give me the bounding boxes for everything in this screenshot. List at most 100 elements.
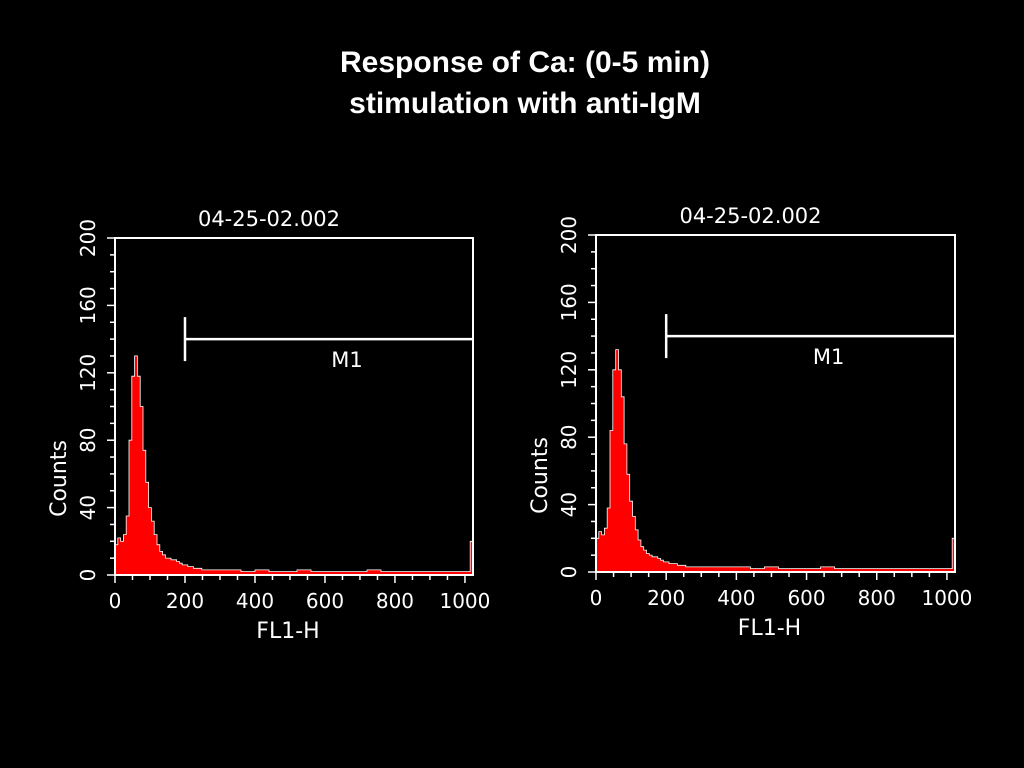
y-tick-label: 0 [76, 569, 100, 582]
histogram-bin [168, 558, 171, 575]
histogram-bin [135, 356, 138, 575]
y-tick-label: 160 [557, 283, 581, 321]
histogram-bin [613, 370, 616, 572]
histogram-bin [121, 541, 124, 575]
histogram-area [114, 355, 474, 576]
histogram-bin [661, 560, 664, 572]
histogram-bin [177, 562, 180, 575]
y-tick-label: 80 [557, 424, 581, 449]
histogram-bin [672, 564, 675, 572]
x-axis-label: FL1-H [738, 616, 801, 641]
histogram-bin [196, 568, 199, 575]
x-tick-label: 600 [306, 589, 344, 613]
histogram-bin [151, 521, 154, 575]
histogram-bin [191, 567, 194, 575]
histogram-bin [680, 565, 683, 572]
plot-frame [595, 234, 956, 573]
histogram-bin [647, 553, 650, 572]
histogram-bin [123, 535, 126, 575]
histogram-bin [610, 430, 613, 572]
x-tick-label: 1000 [439, 589, 490, 613]
histogram-bin [604, 528, 607, 572]
x-tick-label: 200 [647, 586, 685, 610]
histogram-bin [621, 397, 624, 572]
histogram-bin [118, 538, 121, 575]
y-tick-label: 80 [76, 427, 100, 452]
histogram-bin [644, 550, 647, 572]
histogram-bin [129, 440, 132, 575]
histogram-bin [132, 376, 135, 575]
histogram-bin [146, 482, 149, 575]
marker-label: M1 [813, 345, 844, 369]
histogram-bin [199, 568, 202, 575]
histogram-bin [669, 564, 672, 572]
histogram-bin [188, 567, 191, 575]
histogram-bin [149, 508, 152, 575]
histogram-bin [143, 450, 146, 575]
histogram-bin [179, 563, 182, 575]
x-axis-label: FL1-H [256, 619, 319, 644]
x-tick-label: 800 [858, 586, 896, 610]
y-tick-label: 120 [557, 351, 581, 389]
histogram-bin [624, 444, 627, 572]
histogram-bin [174, 560, 177, 575]
histogram-bin [641, 547, 644, 572]
x-tick-label: 0 [109, 589, 122, 613]
histogram-bin [185, 565, 188, 575]
histogram-bin [163, 555, 166, 575]
y-tick-label: 200 [76, 219, 100, 257]
histogram-bin [677, 565, 680, 572]
histogram-bin [632, 516, 635, 572]
histogram-bin [154, 535, 157, 575]
histogram-bin [635, 530, 638, 572]
histogram-bin [658, 559, 661, 572]
histogram-bin [652, 557, 655, 572]
x-tick-label: 800 [376, 589, 414, 613]
histogram-bin [160, 551, 163, 575]
histogram-bin [627, 474, 630, 572]
histogram-panel-2: 0 200 400 600 800 1000 0 40 80 120 160 200 FL1-H Coun… [528, 204, 972, 641]
histogram-bin [157, 545, 160, 575]
histogram-bin [638, 540, 641, 572]
x-tick-label: 400 [717, 586, 755, 610]
histogram-bin [171, 560, 174, 575]
histogram-bin [683, 565, 686, 572]
histogram-bin [616, 350, 619, 572]
y-tick-label: 40 [76, 495, 100, 520]
histogram-bin [630, 501, 633, 572]
x-tick-label: 600 [787, 586, 825, 610]
histogram-bin [140, 407, 143, 576]
slide-title-line-1: Response of Ca: (0-5 min) [339, 46, 711, 79]
histogram-panel-1: 0 200 400 600 800 1000 0 40 80 120 160 200 FL1-H Coun… [47, 207, 490, 644]
histogram-bin [618, 370, 621, 572]
histogram-bin [607, 508, 610, 572]
slide-title-line-2: stimulation with anti-IgM [349, 87, 701, 120]
histogram-area [595, 349, 956, 573]
histogram-bin [165, 558, 168, 575]
histogram-bin [602, 535, 605, 572]
y-axis-label: Counts [47, 440, 72, 517]
y-tick-label: 0 [557, 566, 581, 579]
x-tick-label: 1000 [921, 586, 972, 610]
chart-title: 04-25-02.002 [198, 207, 340, 231]
histogram-bin [649, 555, 652, 572]
histogram-bin [137, 376, 140, 575]
plot-frame [114, 237, 474, 576]
histogram-bin [126, 516, 129, 575]
marker-label: M1 [331, 348, 362, 372]
y-axis-label: Counts [528, 437, 553, 514]
slide-title: Response of Ca: (0-5 min) stimulation wi… [0, 42, 1024, 124]
y-tick-label: 40 [557, 492, 581, 517]
y-tick-label: 120 [76, 354, 100, 392]
x-tick-label: 200 [166, 589, 204, 613]
histogram-bin [193, 568, 196, 575]
histogram-bin [675, 564, 678, 572]
histogram-bin [182, 565, 185, 575]
histogram-bin [655, 557, 658, 572]
histogram-bin [599, 532, 602, 572]
x-tick-label: 400 [236, 589, 274, 613]
x-tick-label: 0 [590, 586, 603, 610]
chart-title: 04-25-02.002 [679, 204, 821, 228]
y-tick-label: 160 [76, 286, 100, 324]
